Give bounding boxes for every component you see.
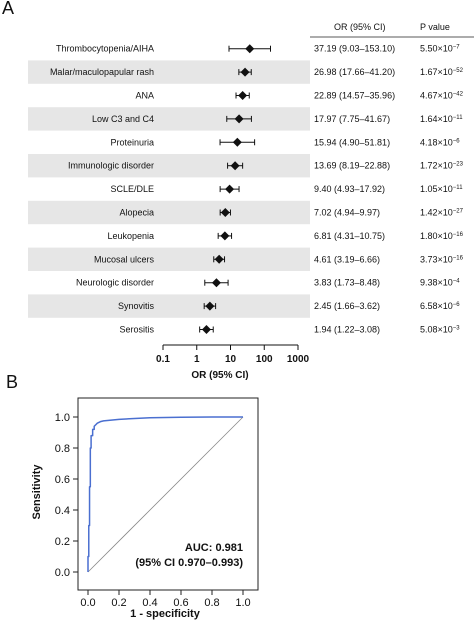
forest-or-value: 37.19 (9.03–153.10) xyxy=(314,44,395,54)
forest-row-label: Leukopenia xyxy=(107,231,154,241)
roc-x-axis-title: 1 - specificity xyxy=(130,608,201,620)
forest-or-diamond xyxy=(238,91,248,100)
forest-or-value: 13.69 (8.19–22.88) xyxy=(314,161,390,171)
forest-row-stripe xyxy=(28,60,310,84)
forest-or-value: 9.40 (4.93–17.92) xyxy=(314,184,385,194)
roc-y-tick-label: 1.0 xyxy=(55,412,70,424)
forest-p-value: 1.72×10−23 xyxy=(420,161,464,171)
forest-p-value: 4.67×10−42 xyxy=(420,91,464,101)
forest-p-value: 1.42×10−27 xyxy=(420,208,464,218)
forest-row-label: Immunologic disorder xyxy=(68,161,154,171)
or-column-header: OR (95% CI) xyxy=(334,22,386,32)
forest-or-value: 4.61 (3.19–6.66) xyxy=(314,254,380,264)
forest-x-tick-label: 100 xyxy=(256,354,273,365)
forest-or-value: 2.45 (1.66–3.62) xyxy=(314,301,380,311)
forest-x-tick-label: 10 xyxy=(225,354,237,365)
forest-row-label: Serositis xyxy=(119,325,154,335)
roc-x-tick-label: 1.0 xyxy=(235,597,250,609)
forest-or-diamond xyxy=(220,231,230,241)
forest-p-value: 3.73×10−16 xyxy=(420,254,464,264)
forest-row-stripe xyxy=(28,247,310,271)
forest-p-value: 9.38×10−4 xyxy=(420,278,460,288)
forest-row-label: Proteinuria xyxy=(110,137,154,147)
forest-or-diamond xyxy=(201,325,211,334)
forest-or-diamond xyxy=(234,114,244,124)
forest-or-value: 3.83 (1.73–8.48) xyxy=(314,278,380,288)
forest-or-diamond xyxy=(225,184,235,194)
roc-y-tick-label: 0.6 xyxy=(55,474,70,486)
forest-row-stripe xyxy=(28,200,310,225)
forest-p-value: 6.58×10−6 xyxy=(420,301,460,311)
roc-y-axis-title: Sensitivity xyxy=(31,464,43,520)
forest-p-value: 1.80×10−16 xyxy=(420,231,464,241)
roc-reference-diagonal xyxy=(87,416,244,573)
panel-b-label: B xyxy=(6,372,18,392)
forest-row-stripe xyxy=(28,294,310,318)
forest-or-value: 15.94 (4.90–51.81) xyxy=(314,137,390,147)
forest-row-label: SCLE/DLE xyxy=(110,184,154,194)
forest-row-label: Synovitis xyxy=(118,301,155,311)
forest-x-tick-label: 1 xyxy=(194,354,200,365)
forest-row-label: ANA xyxy=(135,91,154,101)
forest-or-diamond xyxy=(211,278,221,288)
forest-or-value: 26.98 (17.66–41.20) xyxy=(314,67,395,77)
forest-or-value: 7.02 (4.94–9.97) xyxy=(314,208,380,218)
forest-row-stripe xyxy=(28,107,310,131)
forest-row-label: Thrombocytopenia/AIHA xyxy=(56,44,154,54)
roc-y-tick-label: 0.4 xyxy=(55,505,70,517)
forest-or-diamond xyxy=(230,161,240,171)
auc-annotation: AUC: 0.981 xyxy=(185,542,243,554)
forest-row-stripe xyxy=(28,154,310,178)
forest-p-value: 1.64×10−11 xyxy=(420,114,463,124)
forest-row-stripes xyxy=(28,60,310,318)
forest-row-label: Low C3 and C4 xyxy=(92,114,154,124)
forest-or-value: 17.97 (7.75–41.67) xyxy=(314,114,390,124)
roc-plot-frame xyxy=(77,397,259,591)
forest-table: 37.19 (9.03–153.10) 5.50×10−7 26.98 (17.66… xyxy=(314,44,464,335)
forest-row-labels: Thrombocytopenia/AIHA Malar/maculopapular… xyxy=(50,44,155,335)
auc-ci-annotation: (95% CI 0.970–0.993) xyxy=(135,557,243,569)
forest-p-value: 1.05×10−11 xyxy=(420,184,463,194)
forest-or-value: 1.94 (1.22–3.08) xyxy=(314,325,380,335)
forest-row-label: Mucosal ulcers xyxy=(94,254,155,264)
roc-x-tick-label: 0.4 xyxy=(142,597,157,609)
roc-lines xyxy=(87,416,244,573)
forest-or-diamond xyxy=(240,67,250,77)
forest-p-value: 4.18×10−6 xyxy=(420,137,460,147)
forest-p-value: 1.67×10−52 xyxy=(420,67,464,77)
roc-x-tick-label: 0.0 xyxy=(80,597,95,609)
roc-curve xyxy=(87,416,243,572)
forest-or-value: 22.89 (14.57–35.96) xyxy=(314,91,395,101)
roc-axes: 0.0 0.2 0.4 0.6 0.8 1.0 0.0 0.2 0.4 0.6 0.8 1.0 xyxy=(55,412,251,609)
roc-x-tick-label: 0.8 xyxy=(204,597,219,609)
forest-row-label: Neurologic disorder xyxy=(76,278,154,288)
forest-x-axis-title: OR (95% CI) xyxy=(191,370,248,381)
roc-y-tick-label: 0.8 xyxy=(55,443,70,455)
forest-marks xyxy=(199,44,271,334)
forest-or-value: 6.81 (4.31–10.75) xyxy=(314,231,385,241)
forest-row-label: Alopecia xyxy=(119,208,154,218)
forest-p-value: 5.08×10−3 xyxy=(420,325,460,335)
p-value-column-header: P value xyxy=(420,22,450,32)
forest-or-diamond xyxy=(232,137,242,147)
roc-y-tick-label: 0.0 xyxy=(55,567,70,579)
forest-p-value: 5.50×10−7 xyxy=(420,44,460,54)
forest-or-diamond xyxy=(214,254,224,264)
forest-x-tick-label: 1000 xyxy=(287,354,310,365)
forest-row-label: Malar/maculopapular rash xyxy=(50,67,154,77)
forest-or-diamond xyxy=(245,44,255,54)
forest-or-diamond xyxy=(220,208,230,217)
roc-x-tick-label: 0.2 xyxy=(111,597,126,609)
roc-y-tick-label: 0.2 xyxy=(55,536,70,548)
forest-x-ticks: 0.1 1 10 100 1000 xyxy=(156,345,310,365)
roc-x-tick-label: 0.6 xyxy=(173,597,188,609)
forest-x-tick-label: 0.1 xyxy=(156,354,170,365)
panel-a-label: A xyxy=(2,0,14,18)
forest-or-diamond xyxy=(205,301,215,311)
